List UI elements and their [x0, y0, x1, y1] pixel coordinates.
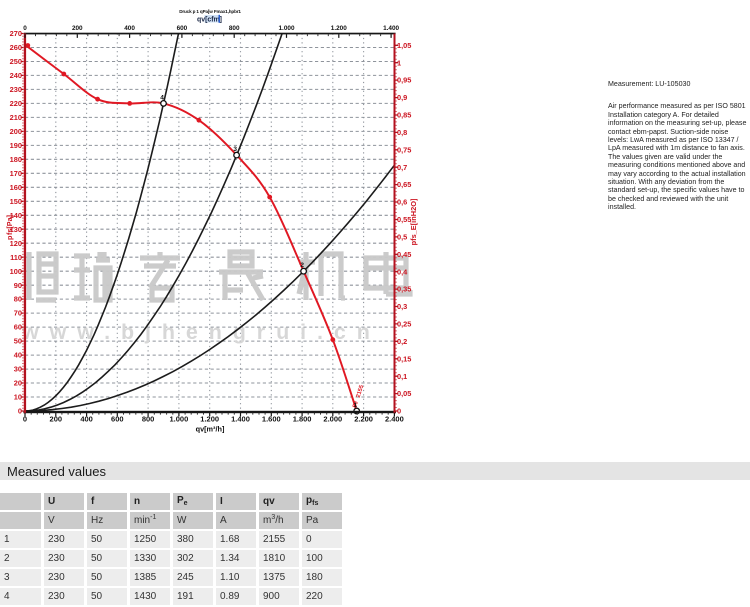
svg-text:0,1: 0,1: [397, 372, 407, 381]
svg-text:100: 100: [10, 267, 22, 276]
svg-text:20: 20: [14, 379, 22, 388]
svg-text:50: 50: [14, 337, 22, 346]
svg-text:0: 0: [23, 25, 27, 32]
svg-text:0,6: 0,6: [397, 198, 407, 207]
svg-text:0: 0: [397, 407, 401, 416]
svg-text:190: 190: [10, 141, 22, 150]
svg-text:110: 110: [10, 253, 22, 262]
svg-text:0,3: 0,3: [397, 302, 407, 311]
svg-text:0,05: 0,05: [397, 389, 411, 398]
svg-text:0,45: 0,45: [397, 250, 411, 259]
svg-text:50: 50: [352, 401, 360, 409]
svg-text:0,85: 0,85: [397, 111, 411, 120]
svg-text:120: 120: [10, 239, 22, 248]
svg-text:0,95: 0,95: [397, 76, 411, 85]
svg-text:80: 80: [14, 295, 22, 304]
svg-text:1.800: 1.800: [293, 415, 312, 424]
svg-text:1.400: 1.400: [231, 415, 250, 424]
svg-text:0: 0: [18, 407, 22, 416]
svg-text:130: 130: [10, 225, 22, 234]
svg-text:1.000: 1.000: [170, 415, 189, 424]
svg-text:90: 90: [14, 281, 22, 290]
svg-text:260: 260: [10, 43, 22, 52]
svg-text:200: 200: [72, 25, 83, 32]
svg-text:0,75: 0,75: [397, 145, 411, 154]
svg-text:30: 30: [14, 365, 22, 374]
svg-text:2.000: 2.000: [323, 415, 342, 424]
svg-text:qv[cfm]: qv[cfm]: [197, 17, 222, 24]
svg-text:qv[m³/h]: qv[m³/h]: [196, 425, 225, 434]
svg-text:200: 200: [10, 127, 22, 136]
svg-text:200: 200: [50, 415, 63, 424]
svg-text:0,9: 0,9: [397, 93, 407, 102]
svg-text:60: 60: [14, 323, 22, 332]
svg-text:p fs[Pa]: p fs[Pa]: [5, 215, 14, 240]
svg-text:2: 2: [300, 262, 304, 269]
svg-text:pfs_E[inH2O]: pfs_E[inH2O]: [409, 198, 418, 245]
svg-text:0,15: 0,15: [397, 354, 411, 363]
svg-text:140: 140: [10, 211, 22, 220]
svg-text:1.400: 1.400: [383, 25, 399, 32]
svg-text:0,35: 0,35: [397, 285, 411, 294]
svg-text:0,2: 0,2: [397, 337, 407, 346]
svg-text:180: 180: [10, 155, 22, 164]
svg-text:10: 10: [14, 393, 22, 402]
svg-text:2.200: 2.200: [354, 415, 373, 424]
svg-text:70: 70: [14, 309, 22, 318]
svg-text:0,8: 0,8: [397, 128, 407, 137]
svg-text:2.400: 2.400: [385, 415, 404, 424]
svg-text:230: 230: [10, 85, 22, 94]
svg-text:3: 3: [233, 146, 237, 153]
svg-text:www.bjhengrui.cn: www.bjhengrui.cn: [21, 320, 381, 344]
svg-text:250: 250: [10, 57, 22, 66]
svg-text:1,05: 1,05: [397, 41, 411, 50]
svg-text:1.000: 1.000: [279, 25, 295, 32]
svg-text:1.600: 1.600: [262, 415, 281, 424]
svg-text:2155: 2155: [356, 384, 366, 399]
svg-text:270: 270: [10, 29, 22, 38]
svg-text:1.200: 1.200: [331, 25, 347, 32]
svg-text:150: 150: [10, 197, 22, 206]
svg-text:0,25: 0,25: [397, 320, 411, 329]
svg-text:4: 4: [160, 94, 164, 101]
svg-text:600: 600: [177, 25, 188, 32]
svg-text:0,7: 0,7: [397, 163, 407, 172]
svg-text:240: 240: [10, 71, 22, 80]
svg-text:1: 1: [354, 402, 358, 409]
svg-text:40: 40: [14, 351, 22, 360]
svg-text:400: 400: [80, 415, 93, 424]
svg-text:0: 0: [23, 415, 27, 424]
svg-text:160: 160: [10, 183, 22, 192]
svg-text:0,55: 0,55: [397, 215, 411, 224]
svg-text:1.200: 1.200: [200, 415, 219, 424]
svg-text:0,4: 0,4: [397, 267, 408, 276]
svg-text:220: 220: [10, 99, 22, 108]
svg-text:1: 1: [397, 58, 401, 67]
svg-text:0,5: 0,5: [397, 233, 407, 242]
svg-text:400: 400: [124, 25, 135, 32]
svg-text:800: 800: [229, 25, 240, 32]
svg-text:170: 170: [10, 169, 22, 178]
svg-text:800: 800: [142, 415, 155, 424]
svg-text:0,65: 0,65: [397, 180, 411, 189]
svg-text:210: 210: [10, 113, 22, 122]
svg-text:Druck p 1 qPa[w Fmax1,hpbr1: Druck p 1 qPa[w Fmax1,hpbr1: [179, 9, 241, 14]
svg-text:600: 600: [111, 415, 124, 424]
